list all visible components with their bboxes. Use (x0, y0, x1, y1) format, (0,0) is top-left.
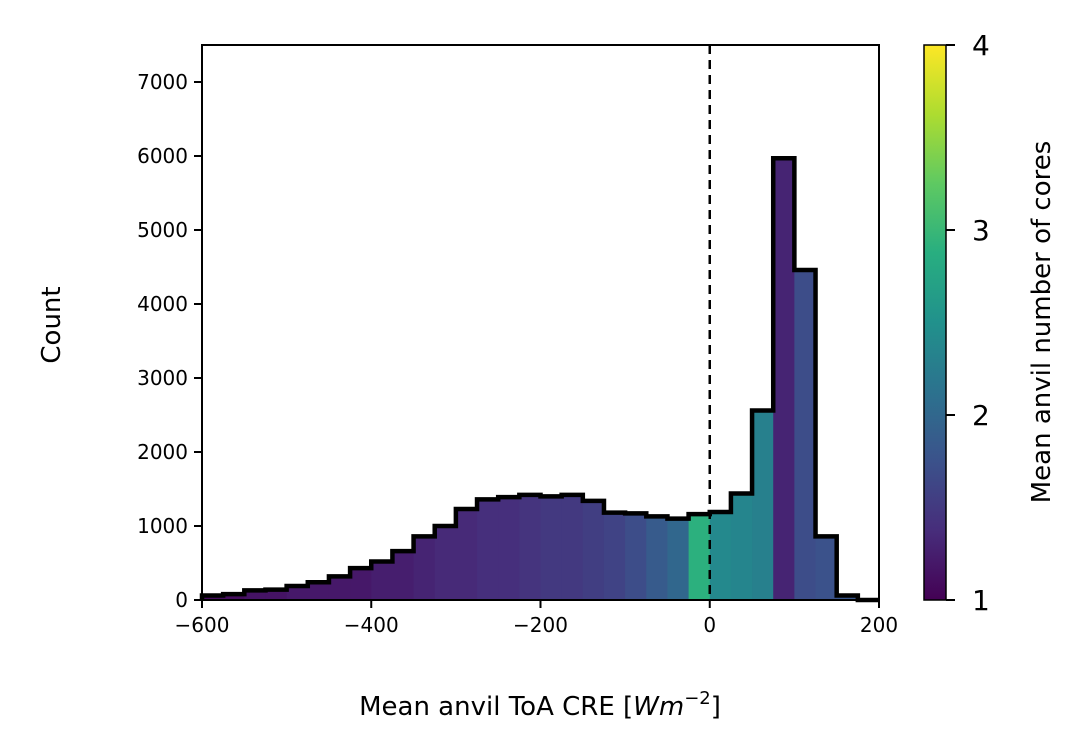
histogram-bar (603, 512, 626, 600)
histogram-outline (199, 155, 879, 603)
histogram-bar (413, 536, 436, 600)
colorbar-label: Mean anvil number of cores (1027, 141, 1057, 504)
histogram-bar (455, 508, 478, 600)
x-axis-label-end: ] (711, 692, 721, 722)
y-axis-label: Count (37, 286, 67, 363)
histogram-bar (709, 511, 732, 600)
colorbar-tick-label: 2 (972, 399, 990, 432)
histogram-bar (371, 561, 394, 600)
histogram-bar (646, 516, 669, 600)
histogram-bar (815, 536, 838, 600)
histogram-bar (688, 514, 711, 600)
x-axis-label-text: Mean anvil ToA CRE [ (359, 692, 633, 722)
x-tick-label: −400 (344, 613, 399, 637)
y-tick-label: 5000 (137, 218, 188, 242)
histogram-bar (307, 582, 330, 600)
histogram-bar (625, 513, 647, 600)
x-tick-label: −200 (513, 613, 568, 637)
histogram-bar (265, 589, 288, 600)
y-tick-label: 0 (175, 588, 188, 612)
y-tick-label: 2000 (137, 440, 188, 464)
x-axis-label-exponent: −2 (684, 688, 711, 709)
y-tick-label: 7000 (137, 70, 188, 94)
x-tick-label: 200 (860, 613, 898, 637)
y-tick-label: 3000 (137, 366, 188, 390)
histogram-bar (477, 499, 499, 600)
histogram-bar (794, 269, 817, 600)
histogram-bar (328, 576, 351, 600)
histogram-bar (773, 158, 795, 600)
histogram-bar (752, 410, 774, 600)
histogram-bar (498, 497, 520, 600)
histogram-bar (582, 500, 605, 600)
colorbar-ticks: 1 2 3 4 (946, 29, 990, 617)
histogram-bar (519, 494, 542, 600)
x-tick-label: −600 (175, 613, 230, 637)
histogram-bar (223, 594, 245, 600)
x-tick-label: 0 (703, 613, 716, 637)
y-axis-ticks: 0 1000 2000 3000 4000 5000 6000 7000 (137, 70, 202, 612)
y-tick-label: 6000 (137, 144, 188, 168)
histogram-bar (667, 518, 690, 600)
histogram-bar (392, 551, 415, 600)
histogram-bar (540, 496, 563, 600)
x-axis-ticks: −600 −400 −200 0 200 (175, 600, 898, 637)
histogram-bar (350, 568, 372, 600)
colorbar-tick-label: 3 (972, 214, 990, 247)
histogram-bar (286, 585, 309, 600)
x-axis-label-math: Wm (633, 692, 684, 722)
y-tick-label: 1000 (137, 514, 188, 538)
y-tick-label: 4000 (137, 292, 188, 316)
histogram-bar (434, 526, 457, 600)
histogram-bar (730, 493, 753, 600)
histogram-bar (244, 590, 267, 600)
colorbar-tick-label: 4 (972, 29, 990, 62)
x-axis-label: Mean anvil ToA CRE [Wm−2] (359, 688, 721, 722)
histogram-bars (202, 158, 859, 600)
colorbar-tick-label: 1 (972, 584, 990, 617)
histogram-bar (561, 494, 584, 600)
colorbar (923, 44, 947, 601)
